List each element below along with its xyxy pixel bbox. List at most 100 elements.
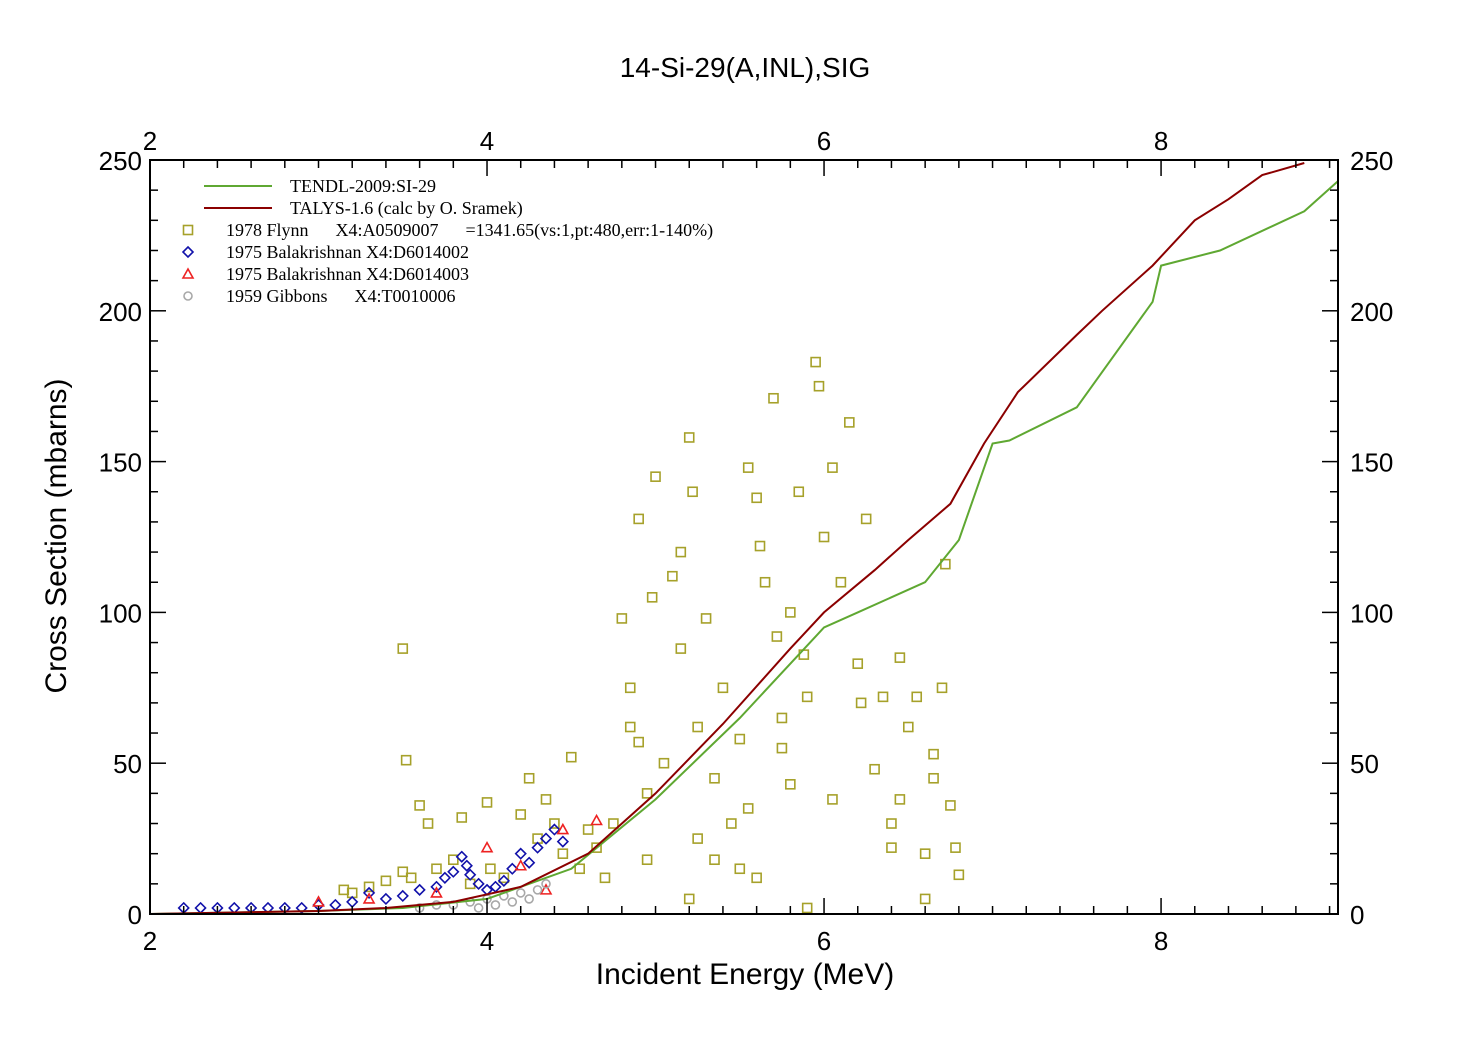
x-axis-label: Incident Energy (MeV) [596, 958, 894, 991]
data-point-triangle [430, 886, 443, 898]
data-point-square [886, 842, 897, 853]
data-point-square [813, 380, 825, 392]
x-tick-label: 2 [143, 926, 157, 956]
data-point-square [700, 613, 712, 624]
data-point-square [414, 800, 425, 811]
legend-swatch-triangle [181, 267, 195, 279]
data-point-square [687, 486, 698, 498]
data-point-square [549, 818, 560, 829]
data-point-diamond [464, 868, 477, 881]
data-point-triangle [539, 883, 553, 895]
data-point-square [860, 513, 872, 525]
data-point-square [919, 848, 931, 859]
data-point-square [448, 854, 459, 866]
data-point-square [692, 833, 703, 844]
data-point-diamond [523, 856, 536, 869]
data-point-triangle [514, 859, 528, 871]
axes: 2 2 4 4 6 6 8 8 0 0 50 50 100 100 150 150 200 200 250 250 [99, 126, 1394, 956]
data-point-square [400, 754, 412, 766]
data-point-square [751, 492, 762, 504]
data-point-diamond [430, 880, 443, 893]
data-point-square [616, 613, 628, 624]
data-point-diamond [329, 898, 342, 912]
data-point-square [431, 863, 442, 875]
data-point-square [481, 797, 493, 808]
data-point-square [785, 607, 796, 618]
legend-label: TENDL-2009:SI-29 [290, 176, 436, 196]
y-tick-label-right: 50 [1350, 749, 1379, 779]
legend-label: 1978 Flynn X4:A0509007 =1341.65(vs:1,pt:… [226, 220, 713, 241]
y-tick-label: 200 [99, 297, 142, 327]
data-point-square [675, 643, 687, 654]
legend-label: TALYS-1.6 (calc by O. Sramek) [290, 198, 523, 219]
y-tick-label-right: 200 [1350, 297, 1393, 327]
y-tick-label-right: 100 [1350, 598, 1393, 628]
y-tick-label: 0 [128, 900, 142, 930]
data-point-square [397, 643, 409, 654]
data-point-square [726, 818, 737, 829]
data-point-square [940, 558, 951, 570]
data-point-diamond [413, 883, 426, 897]
data-point-triangle [590, 813, 603, 826]
data-point-square [650, 471, 661, 482]
data-point-square [953, 869, 965, 881]
legend-label: 1975 Balakrishnan X4:D6014002 [226, 242, 469, 262]
data-point-square [751, 872, 762, 884]
data-point-diamond [548, 823, 561, 836]
data-point-diamond [346, 895, 359, 909]
data-point-square [936, 682, 948, 694]
data-point-square [818, 531, 830, 543]
chart-title: 14-Si-29(A,INL),SIG [620, 52, 871, 83]
data-point-square [709, 772, 720, 784]
data-point-circle [490, 900, 501, 910]
data-point-square [599, 872, 611, 884]
data-point-square [692, 721, 703, 733]
data-point-diamond [497, 874, 511, 887]
data-point-square [658, 757, 670, 769]
data-point-triangle [362, 892, 376, 904]
data-point-square [646, 592, 658, 603]
data-point-diamond [261, 901, 275, 915]
data-point-diamond [194, 901, 207, 915]
legend-swatch-square [182, 224, 194, 236]
data-point-square [742, 803, 754, 814]
data-point-square [928, 772, 939, 784]
data-point-square [771, 631, 783, 642]
data-point-circle [541, 879, 551, 889]
data-point-square [810, 356, 821, 368]
data-point-square [667, 570, 678, 582]
data-point-square [498, 872, 510, 884]
data-point-square [675, 546, 687, 558]
legend-label: 1975 Balakrishnan X4:D6014003 [226, 264, 469, 284]
data-point-square [485, 863, 496, 875]
data-point-square [835, 576, 847, 588]
data-point-square [397, 866, 409, 878]
data-point-square [844, 417, 855, 428]
x-tick-label-top: 6 [817, 126, 831, 156]
y-tick-label: 250 [99, 146, 142, 176]
data-point-square [422, 818, 434, 829]
x-tick-label-top: 4 [480, 126, 494, 156]
x-tick-label: 6 [817, 926, 831, 956]
data-point-square [793, 486, 805, 498]
data-point-square [709, 854, 720, 866]
data-point-diamond [362, 886, 376, 900]
data-point-square [717, 682, 729, 694]
data-point-circle [524, 894, 534, 904]
y-tick-label-right: 150 [1350, 448, 1393, 478]
data-point-square [633, 513, 644, 525]
y-axis-label: Cross Section (mbarns) [40, 378, 73, 693]
data-point-square [827, 794, 838, 805]
data-point-square [633, 736, 644, 748]
data-point-diamond [438, 871, 452, 884]
plot-frame [149, 159, 1339, 915]
data-point-square [405, 872, 417, 884]
data-point-square [734, 733, 746, 745]
data-point-square [801, 902, 813, 914]
data-point-square [557, 848, 569, 859]
data-point-square [565, 751, 577, 763]
data-point-diamond [556, 835, 569, 848]
data-point-square [801, 691, 813, 703]
data-point-diamond [472, 877, 485, 890]
